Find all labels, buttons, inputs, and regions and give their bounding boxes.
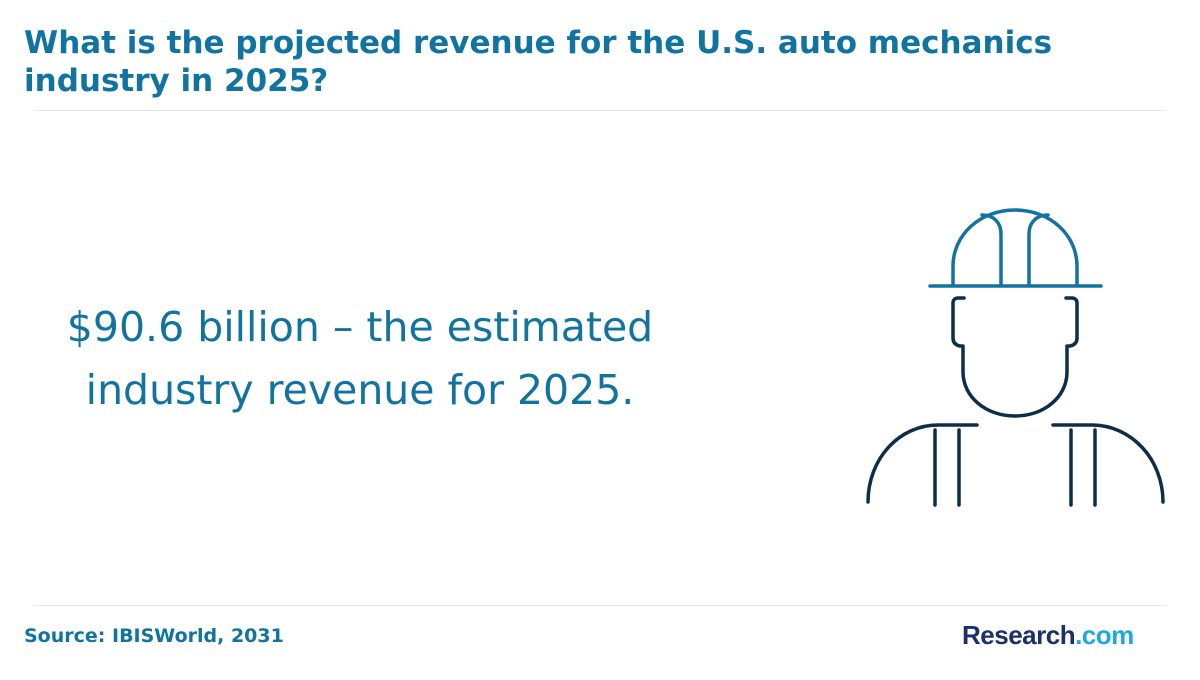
mechanic-hardhat-icon [866, 208, 1165, 507]
hardhat-icon [928, 208, 1103, 288]
stat-statement: $90.6 billion – the estimated industry r… [40, 296, 680, 422]
stat-line-1: $90.6 billion – the estimated [66, 303, 654, 351]
worker-body-icon [866, 296, 1165, 507]
top-divider [34, 110, 1166, 111]
stat-line-2: industry revenue for 2025. [85, 366, 635, 414]
page-title: What is the projected revenue for the U.… [24, 25, 1053, 99]
research-com-logo[interactable]: Research.com [962, 620, 1134, 651]
logo-tld: .com [1075, 620, 1134, 650]
bottom-divider [34, 605, 1166, 606]
source-citation: Source: IBISWorld, 2031 [24, 625, 284, 647]
logo-brand: Research [962, 620, 1076, 650]
